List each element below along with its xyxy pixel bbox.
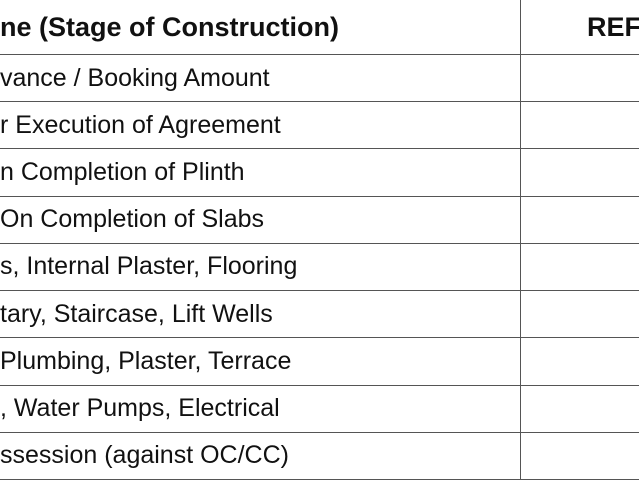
cell: Plumbing, Plaster, Terrace xyxy=(0,346,292,375)
cell xyxy=(520,243,639,291)
cell: tary, Staircase, Lift Wells xyxy=(0,299,273,328)
cell xyxy=(520,291,639,338)
cell xyxy=(520,338,639,385)
table-row: r Execution of Agreement xyxy=(0,102,639,150)
cell xyxy=(520,432,639,479)
table-row: ssession (against OC/CC) xyxy=(0,432,639,480)
cell xyxy=(520,196,639,243)
cell: , Water Pumps, Electrical xyxy=(0,394,280,423)
table-row: , Water Pumps, Electrical xyxy=(0,385,639,433)
table-row: tary, Staircase, Lift Wells xyxy=(0,291,639,339)
cell xyxy=(520,102,639,149)
table-row: s, Internal Plaster, Flooring xyxy=(0,243,639,292)
cell: n Completion of Plinth xyxy=(0,158,245,187)
cell xyxy=(520,149,639,196)
header-row: ne (Stage of Construction) REF xyxy=(0,0,639,55)
table-row: vance / Booking Amount xyxy=(0,55,639,103)
cell: vance / Booking Amount xyxy=(0,63,270,92)
cell: ne (Stage of Construction) xyxy=(0,11,339,42)
table-row: On Completion of Slabs xyxy=(0,196,639,244)
cell: REF xyxy=(520,0,639,54)
cell xyxy=(520,385,639,432)
table-row: n Completion of Plinth xyxy=(0,149,639,197)
cell: On Completion of Slabs xyxy=(0,205,265,234)
cell: r Execution of Agreement xyxy=(0,110,281,139)
cell: s, Internal Plaster, Flooring xyxy=(0,252,298,281)
cell xyxy=(520,55,639,102)
table-row: Plumbing, Plaster, Terrace xyxy=(0,338,639,386)
cell: ssession (against OC/CC) xyxy=(0,441,289,470)
